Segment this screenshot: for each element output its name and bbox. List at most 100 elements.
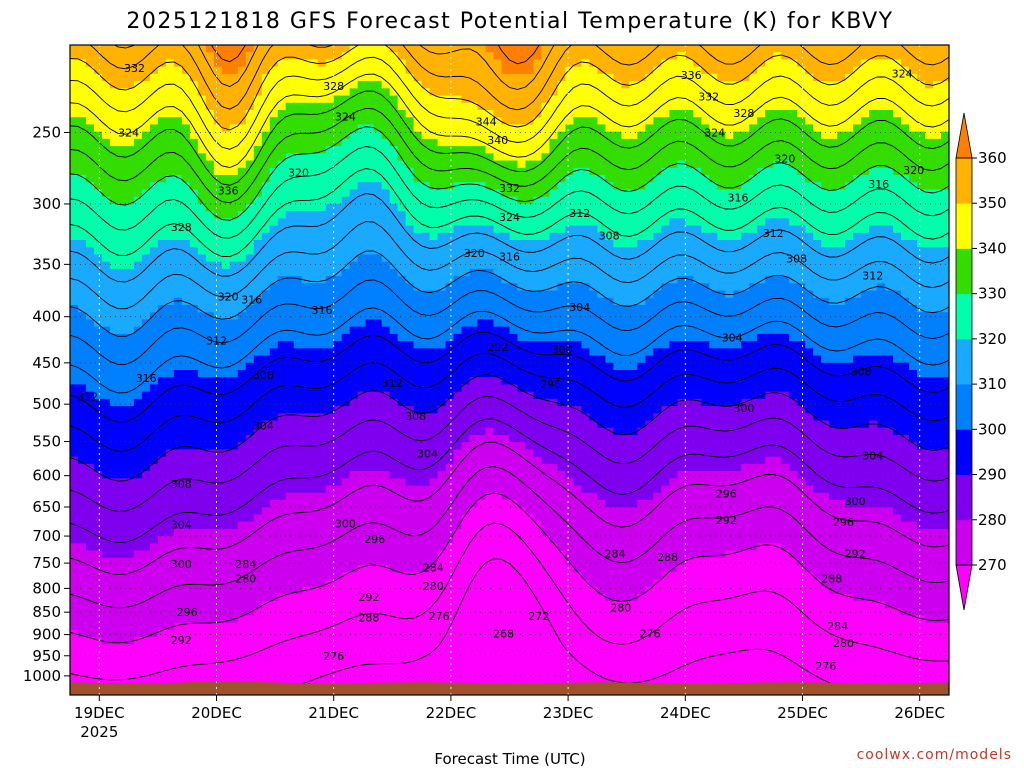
field-cell (365, 110, 375, 118)
field-cell (285, 218, 295, 227)
field-cell (765, 240, 774, 248)
field-cell (133, 268, 143, 277)
field-cell (213, 146, 223, 154)
field-cell (685, 326, 694, 335)
field-cell (589, 211, 598, 219)
field-cell (357, 117, 367, 126)
field-cell (549, 52, 559, 61)
field-cell (365, 124, 375, 133)
field-cell (109, 160, 119, 169)
field-cell (509, 290, 519, 299)
field-cell (605, 240, 614, 248)
field-cell (877, 196, 886, 205)
field-cell (653, 305, 662, 313)
field-cell (725, 362, 734, 371)
field-cell (613, 333, 622, 342)
field-cell (85, 261, 95, 270)
field-cell (469, 59, 479, 68)
field-cell (197, 261, 207, 270)
field-cell (405, 160, 415, 169)
field-cell (405, 182, 415, 191)
field-cell (125, 319, 135, 328)
field-cell (149, 73, 159, 82)
field-cell (485, 326, 495, 335)
field-cell (693, 312, 702, 321)
field-cell (877, 305, 886, 313)
field-cell (637, 138, 646, 147)
field-cell (149, 370, 159, 378)
field-cell (861, 348, 870, 357)
field-cell (413, 189, 423, 198)
field-cell (373, 348, 383, 357)
field-cell (773, 131, 782, 140)
field-cell (845, 175, 854, 183)
field-cell (133, 326, 143, 335)
field-cell (229, 131, 239, 140)
field-cell (237, 203, 247, 212)
field-cell (237, 348, 247, 357)
field-cell (869, 319, 878, 328)
field-cell (445, 73, 455, 82)
field-cell (77, 240, 87, 248)
field-cell (517, 268, 527, 277)
field-cell (645, 182, 654, 191)
field-cell (349, 124, 359, 133)
field-cell (677, 66, 686, 75)
field-cell (341, 276, 351, 284)
field-cell (325, 276, 335, 284)
field-cell (813, 146, 822, 154)
field-cell (269, 175, 279, 183)
field-cell (829, 196, 838, 205)
field-cell (117, 261, 127, 270)
field-cell (829, 81, 838, 89)
field-cell (869, 232, 878, 241)
field-cell (685, 102, 694, 111)
field-cell (549, 59, 559, 68)
field-cell (461, 52, 471, 61)
field-cell (917, 254, 926, 263)
field-cell (533, 240, 543, 248)
field-cell (925, 160, 934, 169)
field-cell (517, 326, 527, 335)
field-cell (317, 240, 327, 248)
field-cell (261, 370, 271, 378)
field-cell (133, 254, 143, 263)
field-cell (861, 153, 870, 162)
field-cell (421, 138, 431, 147)
field-cell (373, 81, 383, 89)
field-cell (821, 131, 830, 140)
field-cell (293, 283, 303, 292)
field-cell (293, 117, 303, 126)
field-cell (101, 146, 111, 154)
field-cell (77, 196, 87, 205)
field-cell (101, 59, 111, 68)
field-cell (477, 261, 487, 270)
field-cell (397, 326, 407, 335)
field-cell (477, 312, 487, 321)
field-cell (933, 52, 942, 61)
field-cell (733, 312, 742, 321)
field-cell (365, 66, 375, 75)
field-cell (877, 81, 886, 89)
field-cell (229, 305, 239, 313)
field-cell (277, 333, 287, 342)
field-cell (837, 326, 846, 335)
field-cell (253, 117, 263, 126)
field-cell (773, 124, 782, 133)
field-cell (869, 326, 878, 335)
field-cell (357, 203, 367, 212)
field-cell (357, 362, 367, 371)
field-cell (885, 160, 894, 169)
field-cell (285, 160, 295, 169)
field-cell (333, 196, 343, 205)
field-cell (509, 312, 519, 321)
field-cell (621, 167, 630, 176)
field-cell (149, 362, 159, 371)
field-cell (781, 95, 790, 104)
field-cell (701, 59, 710, 68)
field-cell (901, 218, 910, 227)
field-cell (245, 355, 255, 364)
field-cell (573, 175, 583, 183)
field-cell (221, 66, 231, 75)
field-cell (237, 297, 247, 306)
